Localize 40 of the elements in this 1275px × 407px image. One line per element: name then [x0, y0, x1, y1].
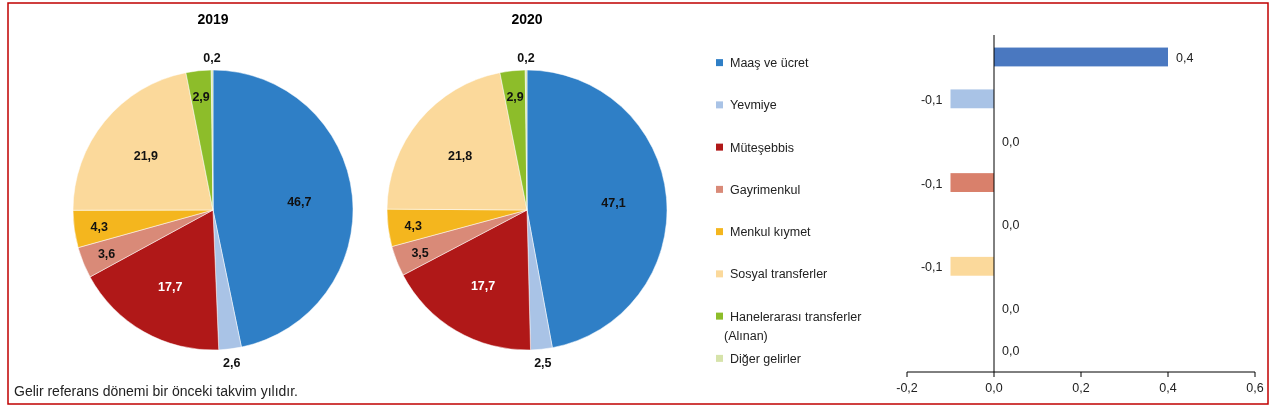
data-label: -0,1	[920, 176, 943, 191]
data-label: 4,3	[90, 219, 108, 234]
legend-label: Menkul kıymet	[730, 225, 812, 240]
legend-label: Sosyal transferler	[730, 267, 828, 282]
data-label: -0,1	[920, 260, 943, 275]
legend-label: Müteşebbis	[730, 140, 794, 155]
data-label: 17,7	[470, 278, 496, 293]
legend-label: Diğer gelirler	[730, 351, 801, 366]
chart-title: 2019	[197, 11, 229, 27]
x-tick-label: 0,4	[1159, 381, 1177, 395]
data-label: 0,0	[1002, 344, 1020, 359]
data-label: 0,2	[517, 51, 535, 65]
x-tick-label: -0,2	[896, 381, 918, 395]
legend-label: Yevmiye	[730, 98, 777, 113]
data-label: 0,4	[1176, 50, 1194, 65]
data-label: 2,6	[223, 355, 241, 370]
data-label: 46,7	[287, 195, 312, 210]
legend-label: Maaş ve ücret	[730, 56, 810, 71]
legend-label: Gayrimenkul	[730, 182, 801, 197]
data-label: 0,0	[1002, 218, 1020, 233]
data-label: 3,5	[411, 245, 429, 260]
x-tick-label: 0,6	[1246, 381, 1264, 395]
data-label: 0,2	[203, 51, 221, 65]
data-label: 21,9	[133, 148, 159, 163]
x-tick-label: 0,2	[1072, 381, 1090, 395]
data-label: 2,5	[534, 356, 552, 371]
data-label: 2,9	[506, 89, 524, 104]
data-label: 4,3	[404, 218, 422, 233]
text: Gelir referans dönemi bir önceki takvim yılıdır.	[14, 383, 298, 399]
data-label: 17,7	[158, 279, 183, 294]
data-label: -0,1	[920, 92, 943, 107]
legend-label: Hanelerarası transferler (Alınan)	[724, 309, 862, 343]
chart-title: 2020	[511, 11, 543, 27]
data-label: 3,6	[97, 247, 116, 262]
data-label: 47,1	[601, 196, 626, 211]
data-label: 21,8	[447, 148, 473, 163]
data-label: 0,0	[1002, 302, 1020, 317]
data-label: 0,0	[1002, 134, 1020, 149]
x-tick-label: 0,0	[985, 381, 1003, 395]
data-label: 2,9	[192, 89, 210, 104]
